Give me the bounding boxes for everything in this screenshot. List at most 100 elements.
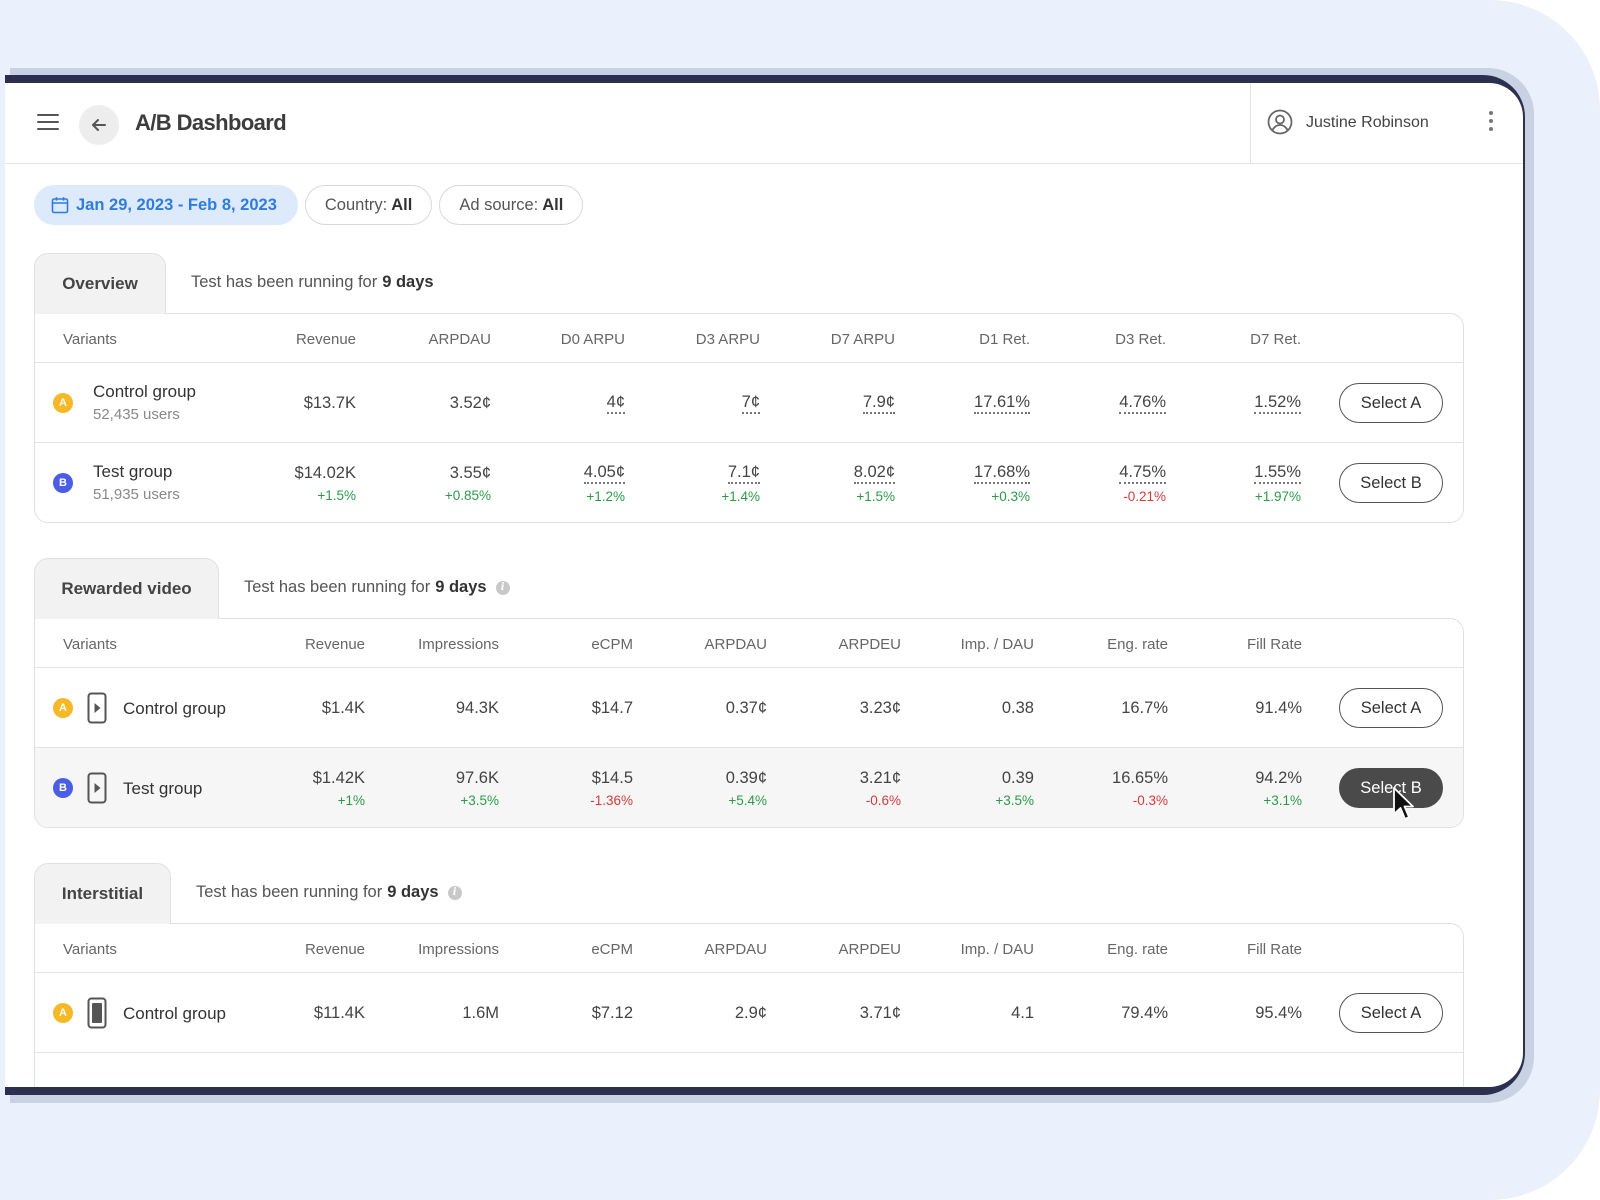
running-text: Test has been running for (191, 273, 378, 291)
cell-eng-rate: 16.65% -0.3% (1112, 769, 1168, 808)
cell-revenue: $11.4K (314, 1004, 365, 1023)
value: $14.7 (591, 699, 633, 717)
value: 0.39¢ (725, 769, 767, 787)
variant-users: 51,935 users (93, 486, 180, 503)
variant-name: Test group (93, 462, 173, 481)
value: $1.42K (312, 769, 365, 787)
select-a-button[interactable]: Select A (1339, 383, 1443, 423)
ad-source-filter[interactable]: Ad source: All (439, 185, 584, 225)
table-row: B Test group $1.42K +1% 97.6K +3.5% $14.5 -… (35, 748, 1463, 827)
cell-ecpm: $14.5 -1.36% (590, 769, 633, 808)
value: $11.4K (313, 1004, 365, 1022)
cell-ecpm: $14.7 (592, 699, 633, 718)
cell-d3-ret: 4.75% -0.21% (1119, 464, 1166, 504)
delta: +3.5% (995, 793, 1034, 808)
variant-b-badge: B (53, 778, 73, 798)
value[interactable]: 7.9¢ (862, 394, 895, 414)
value: 16.7% (1121, 699, 1168, 717)
value: $1.4K (321, 699, 365, 717)
select-a-button[interactable]: Select A (1339, 688, 1443, 728)
user-avatar-icon (1267, 109, 1293, 135)
column-header-d7-ret: D7 Ret. (1250, 331, 1301, 348)
table-header-row: Variants Revenue Impressions eCPM ARPDAU… (35, 924, 1463, 973)
value[interactable]: 7¢ (741, 394, 760, 414)
table-row-partial (35, 1053, 1463, 1087)
value[interactable]: 4¢ (606, 394, 625, 414)
value[interactable]: 4.05¢ (583, 464, 625, 484)
app-screen: A/B Dashboard Justine Robinson Jan 29, 2… (5, 83, 1523, 1087)
delta: +3.5% (460, 793, 499, 808)
cell-d1-ret: 17.61% (974, 394, 1030, 414)
value: 0.38 (1001, 699, 1034, 717)
running-status: Test has been running for 9 days i (244, 578, 510, 597)
back-button[interactable] (79, 105, 119, 145)
info-icon[interactable]: i (495, 580, 510, 595)
running-days: 9 days (382, 273, 434, 291)
running-days: 9 days (435, 578, 487, 596)
running-days: 9 days (387, 883, 439, 901)
cell-ecpm: $7.12 (592, 1004, 633, 1023)
user-name: Justine Robinson (1306, 114, 1429, 131)
info-icon[interactable]: i (447, 885, 462, 900)
page-title: A/B Dashboard (135, 110, 287, 135)
cell-d1-ret: 17.68% +0.3% (974, 464, 1030, 504)
running-status: Test has been running for 9 days (191, 273, 434, 292)
cell-arpdeu: 3.71¢ (860, 1004, 901, 1023)
column-header-arpdeu: ARPDEU (838, 941, 901, 958)
column-header-fill-rate: Fill Rate (1246, 636, 1302, 653)
column-header-variants: Variants (63, 941, 117, 958)
filter-bar: Jan 29, 2023 - Feb 8, 2023 Country: All A… (34, 185, 584, 225)
delta: +0.3% (991, 489, 1030, 504)
value[interactable]: 1.55% (1254, 464, 1301, 484)
value: 3.23¢ (859, 699, 901, 717)
cell-impressions: 97.6K +3.5% (456, 769, 499, 808)
cell-imp-dau: 0.38 (1002, 699, 1034, 718)
value[interactable]: 17.68% (974, 464, 1030, 484)
more-options-icon[interactable] (1489, 111, 1493, 131)
column-header-ecpm: eCPM (591, 636, 633, 653)
cell-revenue: $1.4K (322, 699, 365, 718)
column-header-eng-rate: Eng. rate (1107, 636, 1168, 653)
user-menu[interactable]: Justine Robinson (1250, 83, 1523, 163)
calendar-icon (51, 197, 69, 214)
value[interactable]: 7.1¢ (727, 464, 760, 484)
date-range-filter[interactable]: Jan 29, 2023 - Feb 8, 2023 (34, 185, 298, 225)
value[interactable]: 8.02¢ (853, 464, 895, 484)
column-header-arpdau: ARPDAU (428, 331, 491, 348)
tab-rewarded-video[interactable]: Rewarded video (34, 558, 219, 619)
value[interactable]: 1.52% (1254, 394, 1301, 414)
tab-overview[interactable]: Overview (34, 253, 166, 314)
cell-imp-dau: 0.39 +3.5% (995, 769, 1034, 808)
select-b-button[interactable]: Select B (1339, 463, 1443, 503)
running-text: Test has been running for (196, 883, 383, 901)
tab-interstitial[interactable]: Interstitial (34, 863, 171, 924)
value[interactable]: 4.76% (1119, 394, 1166, 414)
table-header-row: Variants Revenue ARPDAU D0 ARPU D3 ARPU … (35, 314, 1463, 363)
delta: +1.4% (721, 489, 760, 504)
value: 1.6M (462, 1004, 499, 1022)
column-header-d3-arpu: D3 ARPU (695, 331, 760, 348)
value[interactable]: 4.75% (1119, 464, 1166, 484)
value: $14.02K (294, 464, 356, 482)
country-filter[interactable]: Country: All (304, 185, 433, 225)
column-header-imp-dau: Imp. / DAU (960, 941, 1034, 958)
value: 2.9¢ (734, 1004, 767, 1022)
column-header-imp-dau: Imp. / DAU (960, 636, 1034, 653)
select-a-button[interactable]: Select A (1339, 993, 1443, 1033)
overview-table: Variants Revenue ARPDAU D0 ARPU D3 ARPU … (34, 313, 1464, 523)
value[interactable]: 17.61% (974, 394, 1030, 414)
hamburger-menu-icon[interactable] (37, 114, 59, 132)
cell-d7-arpu: 7.9¢ (862, 394, 895, 414)
variant-name: Test group (123, 779, 203, 798)
value: 0.39 (1001, 769, 1034, 787)
running-status: Test has been running for 9 days i (196, 883, 462, 902)
cell-arpdau: 3.52¢ (450, 394, 491, 413)
delta: +1.2% (586, 489, 625, 504)
delta: +0.85% (444, 488, 491, 503)
value: 3.55¢ (449, 464, 491, 482)
interstitial-table: Variants Revenue Impressions eCPM ARPDAU… (34, 923, 1464, 1087)
column-header-eng-rate: Eng. rate (1107, 941, 1168, 958)
cell-d0-arpu: 4.05¢ +1.2% (583, 464, 625, 504)
value: 3.52¢ (449, 394, 491, 412)
select-b-button[interactable]: Select B (1339, 768, 1443, 808)
